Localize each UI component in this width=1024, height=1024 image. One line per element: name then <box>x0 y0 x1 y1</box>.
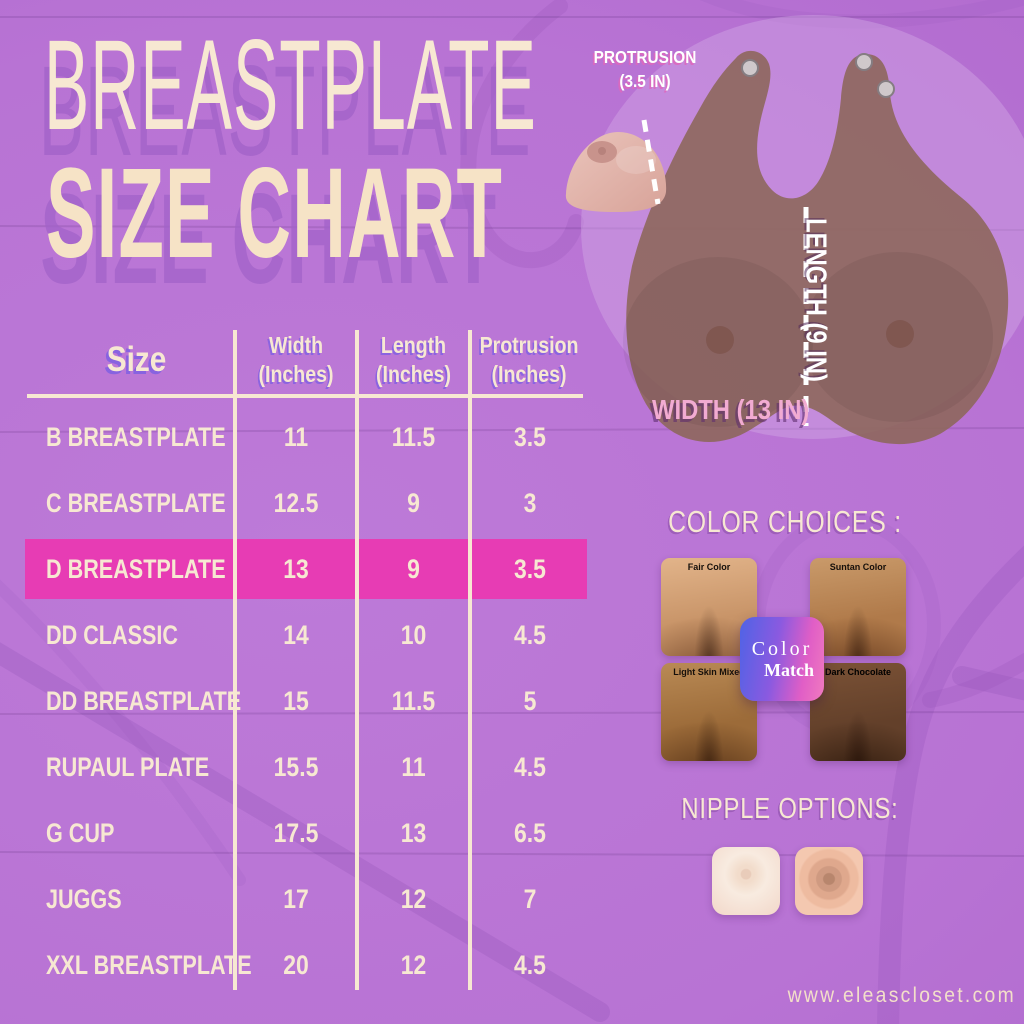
size-cell: DD BREASTPLATE <box>46 686 242 716</box>
page-title-line2: SIZE CHART <box>46 142 504 285</box>
nipple-options-heading: NIPPLE OPTIONS: <box>681 793 899 825</box>
breastplate-product-photo <box>581 15 1024 445</box>
width-cell: 15.5 <box>273 752 319 782</box>
table-row: XXL BREASTPLATE 20 12 4.5 <box>0 932 600 998</box>
header-underline <box>27 394 583 398</box>
page-title-line1: BREASTPLATE <box>44 14 537 157</box>
website-url: www.eleascloset.com <box>787 984 1016 1007</box>
table-row: C BREASTPLATE 12.5 9 3 <box>0 470 600 536</box>
length-cell: 9 <box>407 554 420 584</box>
snap-button <box>741 59 759 77</box>
length-cell: 11.5 <box>391 686 436 716</box>
protrusion-dashed-line <box>641 119 661 205</box>
nipple-option-areola <box>795 847 863 915</box>
protrusion-cell: 3.5 <box>514 554 546 584</box>
right-nipple <box>886 320 914 348</box>
swatch-label: Suntan Color <box>829 562 887 572</box>
left-breast-shading <box>623 257 813 427</box>
breast-form-photo <box>565 119 667 212</box>
badge-text-match: Match <box>764 659 814 680</box>
table-header-size: Size <box>106 340 167 379</box>
badge-text-color: Color <box>751 637 813 660</box>
size-cell: G CUP <box>46 818 115 848</box>
header-label: Protrusion <box>479 331 579 358</box>
width-cell: 17.5 <box>273 818 319 848</box>
right-breast-shading <box>803 252 993 422</box>
table-row: DD CLASSIC 14 10 4.5 <box>0 602 600 668</box>
snap-button <box>855 53 873 71</box>
highlight <box>616 146 656 174</box>
protrusion-cell: 6.5 <box>514 818 546 848</box>
width-cell: 12.5 <box>273 488 319 518</box>
size-cell: DD CLASSIC <box>46 620 179 650</box>
table-row-highlighted: D BREASTPLATE 13 9 3.5 <box>0 536 600 602</box>
protrusion-cell: 4.5 <box>514 950 546 980</box>
size-cell: C BREASTPLATE <box>46 488 226 518</box>
width-cell: 17 <box>283 884 309 914</box>
snap-button <box>877 80 895 98</box>
breast-form-nipple <box>598 147 606 155</box>
table-row: G CUP 17.5 13 6.5 <box>0 800 600 866</box>
swatch-label: Fair Color <box>687 562 731 572</box>
swatch-label: Dark Chocolate <box>824 667 892 677</box>
length-cell: 11 <box>401 752 426 782</box>
column-divider <box>355 330 359 990</box>
size-cell: RUPAUL PLATE <box>46 752 210 782</box>
header-sub: (Inches) <box>491 361 567 387</box>
width-cell: 11 <box>283 422 309 452</box>
table-row: B BREASTPLATE 11 11.5 3.5 <box>0 404 600 470</box>
length-cell: 13 <box>400 818 427 848</box>
length-cell: 12 <box>400 884 427 914</box>
protrusion-cell: 3 <box>523 488 537 518</box>
swatch-dark-chocolate: Dark Chocolate <box>810 663 906 761</box>
header-label: Length <box>380 331 447 358</box>
table-row: DD BREASTPLATE 15 11.5 5 <box>0 668 600 734</box>
protrusion-cell: 3.5 <box>514 422 546 452</box>
column-divider <box>233 330 237 990</box>
width-cell: 15 <box>283 686 309 716</box>
protrusion-cell: 4.5 <box>514 620 546 650</box>
protrusion-cell: 5 <box>523 686 537 716</box>
swatch-label: Light Skin Mixed <box>673 667 745 677</box>
swatch-suntan-color: Suntan Color <box>810 558 906 656</box>
header-sub: (Inches) <box>258 361 334 387</box>
width-cell: 14 <box>283 620 309 650</box>
size-cell: XXL BREASTPLATE <box>46 950 252 980</box>
size-cell: B BREASTPLATE <box>46 422 226 452</box>
table-header-protrusion: Protrusion (Inches) <box>477 328 581 392</box>
width-cell: 13 <box>283 554 309 584</box>
protrusion-value-text: (3.5 IN) <box>619 70 671 91</box>
protrusion-cell: 7 <box>523 884 537 914</box>
length-cell: 9 <box>407 488 420 518</box>
length-cell: 11.5 <box>391 422 436 452</box>
width-cell: 20 <box>283 950 309 980</box>
nipple-option-smooth <box>712 847 780 915</box>
table-row: JUGGS 17 12 7 <box>0 866 600 932</box>
header-sub: (Inches) <box>376 361 451 387</box>
size-cell: JUGGS <box>46 884 122 914</box>
header-label: Width <box>268 331 324 358</box>
width-measure-label: WIDTH (13 IN) <box>652 394 810 425</box>
protrusion-label-text: PROTRUSION <box>593 47 697 67</box>
table-row: RUPAUL PLATE 15.5 11 4.5 <box>0 734 600 800</box>
breastplate-silhouette <box>626 50 1009 445</box>
length-measure-label: LENGTH (9 IN) <box>799 218 832 382</box>
protrusion-measure-label: PROTRUSION (3.5 IN) <box>579 46 711 93</box>
protrusion-cell: 4.5 <box>514 752 546 782</box>
left-nipple <box>706 326 734 354</box>
size-cell: D BREASTPLATE <box>46 554 226 584</box>
length-cell: 10 <box>400 620 427 650</box>
color-match-badge: Color Match <box>740 617 824 701</box>
table-header-width: Width (Inches) <box>246 328 346 392</box>
length-cell: 12 <box>400 950 427 980</box>
column-divider <box>468 330 472 990</box>
color-choices-heading: COLOR CHOICES : <box>668 504 902 539</box>
table-header-length: Length (Inches) <box>367 328 460 392</box>
